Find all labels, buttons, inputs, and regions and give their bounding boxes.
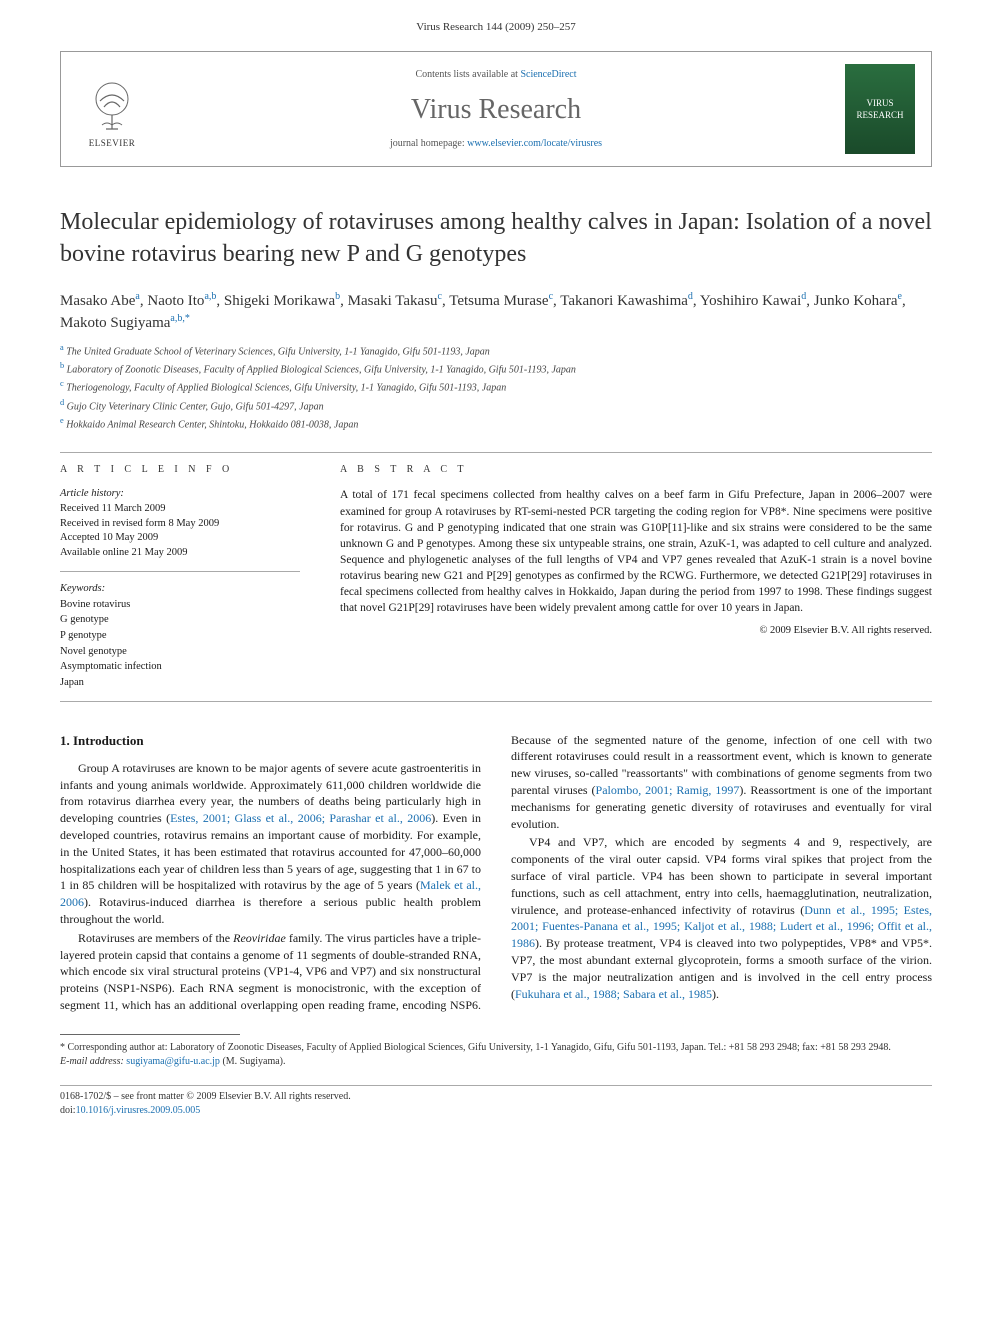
abstract-copyright: © 2009 Elsevier B.V. All rights reserved…: [340, 624, 932, 639]
abstract-heading: A B S T R A C T: [340, 463, 932, 477]
citation-text: Virus Research 144 (2009) 250–257: [416, 21, 575, 33]
section-heading: 1. Introduction: [60, 732, 481, 750]
keyword: P genotype: [60, 629, 300, 644]
author-list: Masako Abea, Naoto Itoa,b, Shigeki Morik…: [60, 290, 932, 334]
info-abstract-row: A R T I C L E I N F O Article history: R…: [60, 463, 932, 690]
paragraph: Group A rotaviruses are known to be majo…: [60, 760, 481, 928]
history-block: Article history: Received 11 March 2009R…: [60, 487, 300, 571]
elsevier-label: ELSEVIER: [89, 137, 136, 150]
divider: [60, 1085, 932, 1086]
doi-link[interactable]: 10.1016/j.virusres.2009.05.005: [76, 1105, 201, 1116]
affiliation: e Hokkaido Animal Research Center, Shint…: [60, 415, 932, 432]
homepage-link[interactable]: www.elsevier.com/locate/virusres: [467, 138, 602, 149]
issn-line: 0168-1702/$ – see front matter © 2009 El…: [60, 1090, 932, 1104]
running-header: Virus Research 144 (2009) 250–257: [0, 0, 992, 43]
keyword: Asymptomatic infection: [60, 660, 300, 675]
homepage-line: journal homepage: www.elsevier.com/locat…: [163, 137, 829, 151]
email-line: E-mail address: sugiyama@gifu-u.ac.jp (M…: [60, 1055, 932, 1069]
corresponding-author: * Corresponding author at: Laboratory of…: [60, 1041, 932, 1055]
history-line: Received in revised form 8 May 2009: [60, 517, 300, 532]
elsevier-tree-icon: [82, 77, 142, 137]
affiliation: a The United Graduate School of Veterina…: [60, 342, 932, 359]
sciencedirect-link[interactable]: ScienceDirect: [520, 69, 576, 80]
contents-line: Contents lists available at ScienceDirec…: [163, 68, 829, 82]
citation-link[interactable]: Estes, 2001; Glass et al., 2006; Parasha…: [170, 811, 431, 825]
keywords-label: Keywords:: [60, 583, 105, 594]
keyword: Japan: [60, 676, 300, 691]
doi-line: doi:10.1016/j.virusres.2009.05.005: [60, 1104, 932, 1118]
masthead: ELSEVIER Contents lists available at Sci…: [60, 51, 932, 167]
keywords-block: Keywords: Bovine rotavirusG genotypeP ge…: [60, 582, 300, 691]
abstract: A B S T R A C T A total of 171 fecal spe…: [340, 463, 932, 690]
masthead-center: Contents lists available at ScienceDirec…: [163, 68, 829, 151]
citation-link[interactable]: Fukuhara et al., 1988; Sabara et al., 19…: [515, 987, 712, 1001]
elsevier-logo: ELSEVIER: [77, 69, 147, 149]
email-link[interactable]: sugiyama@gifu-u.ac.jp: [126, 1056, 220, 1067]
history-line: Accepted 10 May 2009: [60, 531, 300, 546]
keyword: G genotype: [60, 613, 300, 628]
article-info: A R T I C L E I N F O Article history: R…: [60, 463, 300, 690]
affiliations: a The United Graduate School of Veterina…: [60, 342, 932, 433]
footnotes: * Corresponding author at: Laboratory of…: [60, 1041, 932, 1069]
article-title: Molecular epidemiology of rotaviruses am…: [60, 207, 932, 269]
page-footer: 0168-1702/$ – see front matter © 2009 El…: [60, 1090, 932, 1118]
footnote-divider: [60, 1034, 240, 1035]
history-label: Article history:: [60, 488, 124, 499]
journal-name: Virus Research: [163, 90, 829, 129]
history-line: Received 11 March 2009: [60, 502, 300, 517]
paragraph: VP4 and VP7, which are encoded by segmen…: [511, 834, 932, 1002]
divider: [60, 701, 932, 702]
affiliation: d Gujo City Veterinary Clinic Center, Gu…: [60, 397, 932, 414]
article-info-heading: A R T I C L E I N F O: [60, 463, 300, 477]
affiliation: b Laboratory of Zoonotic Diseases, Facul…: [60, 360, 932, 377]
keyword: Bovine rotavirus: [60, 598, 300, 613]
journal-cover: VIRUS RESEARCH: [845, 64, 915, 154]
history-line: Available online 21 May 2009: [60, 546, 300, 561]
body-text: 1. Introduction Group A rotaviruses are …: [60, 732, 932, 1014]
abstract-text: A total of 171 fecal specimens collected…: [340, 487, 932, 616]
affiliation: c Theriogenology, Faculty of Applied Bio…: [60, 378, 932, 395]
citation-link[interactable]: Palombo, 2001; Ramig, 1997: [596, 783, 740, 797]
keyword: Novel genotype: [60, 645, 300, 660]
divider: [60, 452, 932, 453]
